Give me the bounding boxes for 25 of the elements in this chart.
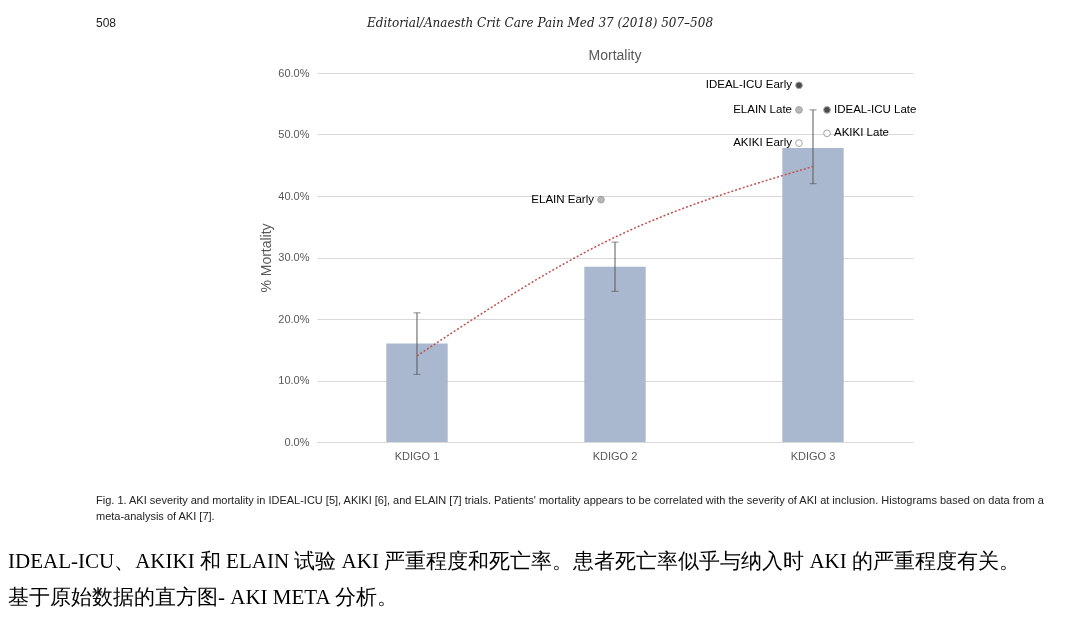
series-label: ELAIN Late [733, 102, 793, 115]
bar [782, 148, 844, 442]
series-label: ELAIN Early [531, 192, 595, 205]
text: IDEAL-ICU、AKIKI 和 ELAIN 试验 AKI 严重程度和死亡率。患者死亡率似乎与纳入时 AKI 的严重程度有关。基于原始数据的直方图- AKI META 分析。 [8, 548, 1021, 611]
series-label: AKIKI Early [733, 136, 793, 149]
x-tick-label: KDIGO 1 [394, 449, 440, 462]
series-label: IDEAL-ICU Late [834, 102, 917, 115]
y-tick-label: 10.0% [278, 374, 310, 386]
y-tick-label: 60.0% [278, 66, 310, 79]
y-tick-label: 50.0% [278, 128, 310, 140]
y-tick-label: 20.0% [278, 312, 310, 325]
caption: Fig. 1. AKI severity and mortality in IDEAL-ICU [5], AKIKI [6], and ELAIN [7] trials. Patients' mortality appears to be correlated with the severity of AKI at inclusion. Histograms based on data from a meta-analysis of AKI [7]. [96, 493, 1045, 524]
series-label: AKIKI Late [834, 126, 889, 139]
y-tick-label: 30.0% [278, 251, 310, 263]
y-tick-label: 0.0% [284, 435, 310, 448]
text: Editorial/Anaesth Crit Care Pain Med 37 (2018) 507–508 [366, 16, 714, 30]
bar [584, 266, 646, 442]
text: 508 [96, 16, 117, 30]
series-label: IDEAL-ICU Early [705, 78, 793, 91]
x-tick-label: KDIGO 3 [790, 449, 836, 462]
chart-title: Mortality [588, 47, 642, 63]
bar [386, 343, 448, 442]
x-tick-label: KDIGO 2 [592, 449, 638, 462]
y-axis-title: % Mortality [258, 223, 275, 293]
y-tick-label: 40.0% [278, 189, 310, 202]
